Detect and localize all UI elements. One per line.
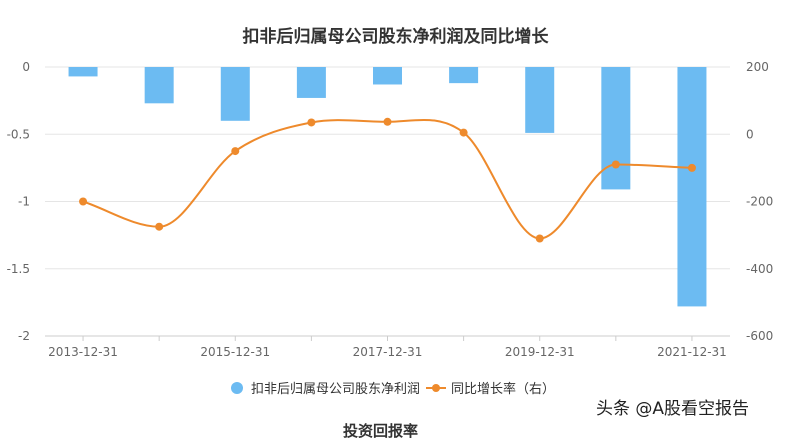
legend-bar-swatch <box>231 382 243 394</box>
bar <box>296 67 326 98</box>
left-axis-tick-label: -1.5 <box>7 262 30 276</box>
right-axis-tick-label: -200 <box>746 195 773 209</box>
bar <box>68 67 98 77</box>
chart-title: 扣非后归属母公司股东净利润及同比增长 <box>242 27 549 47</box>
growth-rate-point <box>155 222 164 231</box>
growth-rate-point <box>231 147 240 156</box>
growth-rate-point <box>535 234 544 243</box>
axis-labels: 0 -0.5 -1 -1.5 -2 200 0 -200 -400 -600 2013-12-31 2… <box>7 60 774 359</box>
bar <box>525 67 555 133</box>
right-axis-tick-label: -400 <box>746 262 773 276</box>
line-series <box>79 117 696 243</box>
x-axis-tick-label: 2013-12-31 <box>48 345 118 359</box>
bar <box>144 67 174 104</box>
x-axis-tick-label: 2015-12-31 <box>200 345 270 359</box>
bar <box>449 67 479 84</box>
growth-rate-point <box>307 118 316 127</box>
right-axis-tick-label: -600 <box>746 329 773 343</box>
next-section-title-partial: 投资回报率 <box>343 422 419 440</box>
chart-canvas: 0 -0.5 -1 -1.5 -2 200 0 -200 -400 -600 2013-12-31 2… <box>7 60 774 397</box>
x-axis-tick-label: 2021-12-31 <box>657 345 727 359</box>
growth-rate-point <box>611 160 620 169</box>
growth-rate-point <box>383 117 392 126</box>
right-axis-tick-label: 200 <box>746 60 769 74</box>
right-axis-tick-label: 0 <box>746 127 754 141</box>
bar <box>373 67 402 85</box>
left-axis-tick-label: -0.5 <box>7 127 30 141</box>
left-axis-tick-label: 0 <box>22 60 30 74</box>
growth-rate-point <box>79 197 88 206</box>
legend-line-marker <box>432 384 440 392</box>
growth-rate-point <box>459 128 468 137</box>
bar <box>677 67 707 307</box>
left-axis-tick-label: -1 <box>18 195 30 209</box>
watermark-text: 头条 @A股看空报告 <box>596 399 750 419</box>
growth-rate-line <box>82 118 692 240</box>
legend-line-label: 同比增长率（右） <box>451 381 555 397</box>
x-axis-tick-label: 2019-12-31 <box>505 345 575 359</box>
x-axis-tick-label: 2017-12-31 <box>353 345 423 359</box>
legend: 扣非后归属母公司股东净利润 同比增长率（右） <box>231 381 555 397</box>
bar <box>601 67 631 190</box>
left-axis-tick-label: -2 <box>18 329 30 343</box>
growth-rate-point <box>687 163 696 172</box>
bar-series <box>68 67 707 307</box>
legend-bar-label: 扣非后归属母公司股东净利润 <box>251 382 420 397</box>
bar <box>220 67 250 121</box>
